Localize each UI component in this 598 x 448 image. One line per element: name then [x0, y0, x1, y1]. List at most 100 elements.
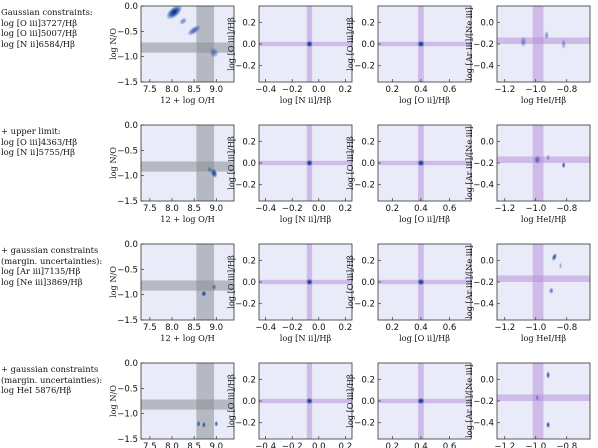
x-tick-label: 7.5	[143, 442, 157, 448]
x-tick-label: 9.0	[209, 323, 223, 333]
y-tick-label: 0.0	[480, 375, 494, 385]
row-label-line: + upper limit:	[1, 126, 61, 136]
y-tick-label: 0.2	[361, 18, 375, 28]
density-blobs	[201, 284, 217, 297]
x-tick-label: −0.2	[282, 204, 303, 214]
x-axis-label: log [O ii]/Hβ	[399, 333, 450, 343]
x-tick-label: −0.2	[282, 323, 303, 333]
x-tick-label: −1.2	[494, 323, 515, 333]
y-tick-label: 0.0	[361, 278, 375, 288]
panel-frame	[140, 243, 235, 321]
density-blob	[561, 38, 566, 50]
y-tick-label: 0.0	[124, 359, 138, 369]
x-tick-label: −1.2	[494, 204, 515, 214]
panel-r2-c4: −0.4 −0.2 0.0 −1.2 −1.0 −0.8 log [Ar iii]/[Ne …	[464, 124, 591, 224]
density-blob	[210, 168, 218, 179]
y-tick-label: −0.5	[117, 146, 138, 156]
y-axis-label: log [Ar iii]/[Ne iii]	[464, 126, 474, 200]
x-tick-label: 0.2	[339, 85, 353, 95]
density-blob	[214, 420, 219, 427]
y-tick-label: −0.5	[117, 384, 138, 394]
y-tick-label: 0.2	[361, 375, 375, 385]
density-blob	[548, 287, 554, 294]
y-axis-label: log [O iii]/Hβ	[226, 17, 236, 71]
y-tick-label: 0.0	[242, 159, 256, 169]
x-tick-label: −1.0	[525, 323, 546, 333]
row-label-1: Gaussian constraints: log [O iii]3727/Hβ l…	[1, 7, 118, 49]
density-blobs	[417, 159, 425, 167]
x-tick-label: 8.0	[165, 442, 179, 448]
y-tick-label: −0.2	[354, 419, 375, 429]
y-tick-label: −0.2	[235, 419, 256, 429]
row-label-3: + gaussian constraints (margin. uncertain…	[1, 245, 118, 287]
x-tick-label: −0.8	[556, 442, 577, 448]
y-tick-label: −0.5	[117, 27, 138, 37]
x-tick-label: 0.6	[443, 442, 457, 448]
y-axis-label: log [O iii]/Hβ	[226, 136, 236, 190]
y-tick-label: 0.0	[242, 278, 256, 288]
y-tick-label: 0.0	[242, 397, 256, 407]
y-tick-label: −0.2	[354, 300, 375, 310]
horizontal-band	[141, 399, 234, 410]
constraint-bands	[141, 244, 234, 320]
x-tick-label: 7.5	[143, 204, 157, 214]
row-label-4: + gaussian constraints (margin. uncertain…	[1, 364, 118, 396]
x-tick-label: 0.4	[414, 85, 428, 95]
constraint-bands	[141, 363, 234, 439]
y-tick-label: −0.2	[473, 159, 494, 169]
x-tick-label: −1.0	[525, 442, 546, 448]
row-label-line: log [O iii]5007/Hβ	[1, 28, 78, 39]
y-tick-label: 0.0	[480, 256, 494, 266]
x-tick-label: 0.6	[443, 85, 457, 95]
y-axis-label: log [Ar iii]/[Ne iii]	[464, 7, 474, 81]
x-tick-label: 0.2	[339, 204, 353, 214]
y-axis-label: log [O iii]/Hβ	[226, 374, 236, 428]
x-tick-label: 9.0	[209, 204, 223, 214]
row-label-line: log [O iii]4363/Hβ	[1, 136, 78, 147]
y-tick-label: −1.5	[117, 197, 138, 207]
density-blob	[211, 284, 217, 291]
x-tick-label: 0.6	[443, 204, 457, 214]
x-tick-label: −0.8	[556, 204, 577, 214]
x-tick-label: 0.4	[414, 204, 428, 214]
x-axis-label: log HeI/Hβ	[521, 95, 567, 105]
horizontal-band	[141, 161, 234, 172]
x-axis-label: 12 + log O/H	[160, 333, 215, 343]
y-tick-label: 0.0	[361, 159, 375, 169]
x-tick-label: 8.5	[187, 442, 201, 448]
panel-r3-c3: −0.2 0.0 0.2 0.2 0.4 0.6 log [O iii]/Hβ log [O …	[345, 243, 472, 343]
density-blob	[559, 262, 563, 269]
density-blobs	[417, 278, 425, 286]
y-tick-label: −0.2	[473, 397, 494, 407]
y-axis-label: log [Ar iii]/[Ne iii]	[464, 245, 474, 319]
panel-r1-c4: −0.4 −0.2 0.0 −1.2 −1.0 −0.8 log [Ar iii]/[Ne …	[464, 5, 591, 105]
density-blobs	[196, 420, 219, 428]
x-axis-label: log HeI/Hβ	[521, 214, 567, 224]
y-axis-label: log N/O	[108, 266, 118, 298]
density-blob	[417, 159, 425, 167]
row-label-line: log HeI 5876/Hβ	[1, 385, 72, 396]
x-tick-label: 0.2	[339, 323, 353, 333]
x-tick-label: −0.2	[282, 85, 303, 95]
y-tick-label: −0.2	[473, 278, 494, 288]
row-label-line: Gaussian constraints:	[1, 7, 93, 17]
panel-r4-c3: −0.2 0.0 0.2 0.2 0.4 0.6 log [O iii]/Hβ	[345, 362, 472, 448]
horizontal-band	[497, 275, 590, 282]
panel-r1-c1: −1.5 −1.0 −0.5 0.0 7.5 8.0 8.5 9.0 log N/O 12 + l…	[108, 2, 235, 105]
density-blobs	[417, 397, 425, 405]
density-blobs	[306, 397, 313, 405]
x-tick-label: −0.4	[255, 442, 276, 448]
panel-r1-c3: −0.2 0.0 0.2 0.2 0.4 0.6 log [O iii]/Hβ log [O …	[345, 5, 472, 105]
y-tick-label: −0.4	[473, 300, 494, 310]
density-blob	[201, 290, 207, 297]
density-blobs	[306, 40, 313, 48]
x-tick-label: −1.2	[494, 85, 515, 95]
y-tick-label: −0.2	[235, 62, 256, 72]
y-tick-label: 0.2	[242, 18, 256, 28]
y-axis-label: log [O iii]/Hβ	[226, 255, 236, 309]
x-tick-label: 8.5	[187, 204, 201, 214]
constraint-bands	[141, 6, 234, 82]
row-label-line: log [N ii]6584/Hβ	[1, 38, 75, 49]
panel-r3-c4: −0.4 −0.2 0.0 −1.2 −1.0 −0.8 log [Ar iii]/[Ne …	[464, 243, 591, 343]
row-labels: Gaussian constraints: log [O iii]3727/Hβ l…	[0, 0, 118, 448]
